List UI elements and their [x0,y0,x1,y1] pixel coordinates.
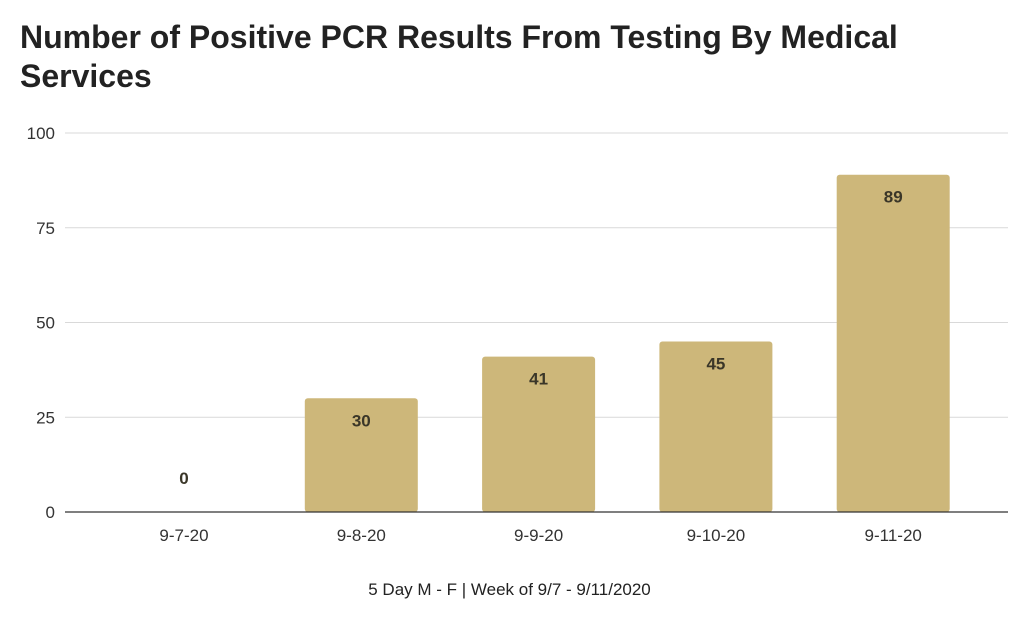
data-label: 41 [529,370,548,389]
bar [482,356,596,512]
bar [659,341,773,512]
data-label: 45 [706,354,725,373]
y-tick-label: 75 [36,219,55,238]
x-tick-label: 9-8-20 [337,526,386,545]
data-label: 0 [179,469,188,488]
data-label: 30 [352,411,371,430]
x-tick-label: 9-9-20 [514,526,563,545]
y-tick-label: 50 [36,314,55,333]
x-tick-label: 9-7-20 [159,526,208,545]
data-label: 89 [884,188,903,207]
y-tick-label: 100 [27,124,55,143]
x-tick-label: 9-10-20 [687,526,746,545]
x-tick-label: 9-11-20 [865,526,922,545]
bar [304,398,418,512]
chart-title: Number of Positive PCR Results From Test… [20,19,898,94]
bar [836,174,950,512]
y-tick-label: 25 [36,408,55,427]
y-tick-label: 0 [46,503,55,522]
x-axis-label: 5 Day M - F | Week of 9/7 - 9/11/2020 [368,580,651,599]
